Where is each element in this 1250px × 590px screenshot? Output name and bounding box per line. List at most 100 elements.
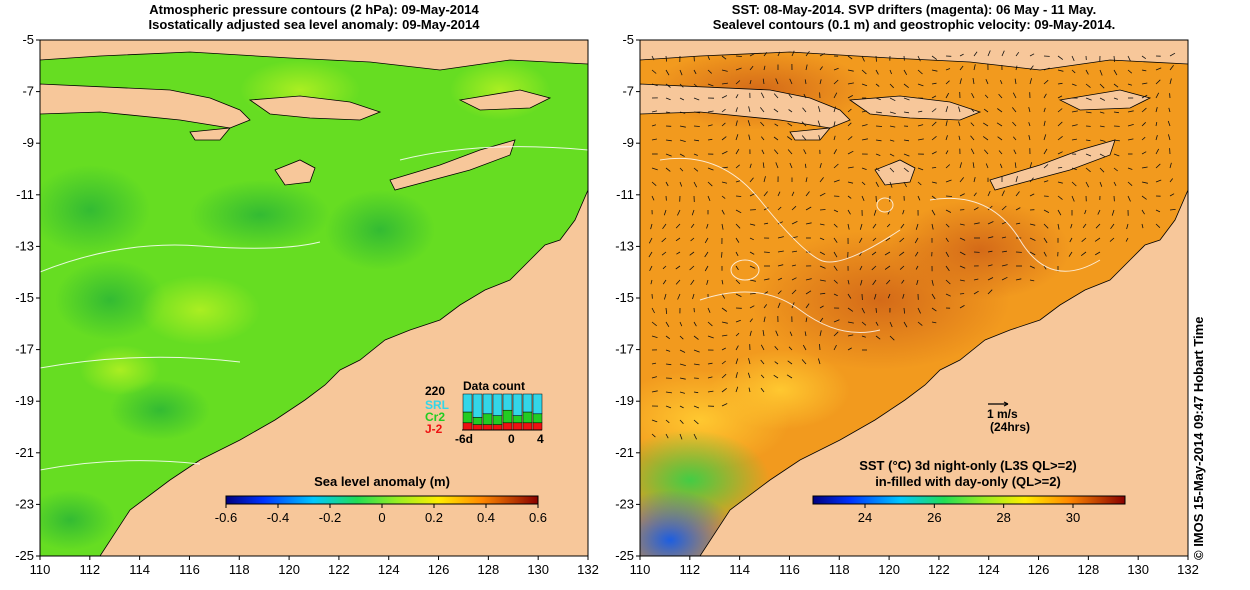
velocity-arrow [861,307,865,314]
velocity-arrow [903,97,910,101]
velocity-arrow [983,108,989,113]
velocity-arrow [916,279,919,286]
velocity-arrow [774,361,779,365]
lat-tick-label: -17 [15,342,34,357]
velocity-arrow [721,195,726,199]
data-count-bar-segment [492,424,503,431]
velocity-arrow [987,250,993,253]
velocity-arrow [721,223,724,230]
velocity-arrow [735,80,741,85]
velocity-arrow [859,265,863,271]
velocity-arrow [1001,250,1007,253]
velocity-arrow [777,206,782,211]
velocity-arrow [721,166,728,169]
velocity-arrow [761,149,765,155]
velocity-arrow [945,150,949,155]
colorbar-tick-label: -0.6 [215,510,237,525]
lat-tick-label: -23 [615,496,634,511]
velocity-arrow [803,149,807,155]
lon-tick-label: 112 [679,562,700,577]
velocity-arrow [679,83,684,88]
velocity-arrow [1141,209,1145,215]
velocity-arrow [1168,107,1171,113]
velocity-arrow [1080,251,1087,257]
velocity-arrow [1099,181,1103,187]
velocity-arrow [899,251,905,256]
velocity-arrow [791,50,795,57]
left-title-line2: Isostatically adjusted sea level anomaly… [148,17,480,32]
velocity-arrow [693,97,700,101]
velocity-arrow [804,79,807,85]
velocity-arrow [748,387,751,393]
sla-colorbar-ramp [225,495,539,505]
velocity-arrow [749,237,754,241]
velocity-arrow [789,78,793,85]
velocity-arrow [998,150,1003,155]
velocity-arrow [959,279,965,282]
velocity-arrow [679,125,686,128]
velocity-arrow [833,293,838,297]
velocity-arrow [1155,223,1161,228]
velocity-arrow [833,163,839,169]
velocity-arrow [1029,193,1035,197]
velocity-arrow [748,106,751,113]
velocity-arrow [987,205,993,211]
velocity-arrow [801,121,807,127]
velocity-arrow [773,136,779,141]
velocity-arrow [721,55,727,60]
velocity-arrow [1071,83,1077,86]
velocity-arrow [861,124,868,127]
velocity-arrow [861,83,868,87]
velocity-arrow [651,110,658,113]
velocity-arrow [1085,111,1092,114]
velocity-arrow [959,223,965,226]
velocity-arrow [982,136,989,141]
velocity-arrow [847,209,851,215]
sla-colorbar: Sea level anomaly (m) -0.6 -0.4 -0.2 0 0.2 0.… [215,474,547,525]
velocity-arrow [693,153,698,156]
velocity-arrow [819,177,824,183]
velocity-arrow [760,121,765,127]
velocity-arrow [1127,110,1134,113]
sst-colorbar-label2: in-filled with day-only (QL>=2) [875,474,1061,489]
velocity-arrow [847,347,852,351]
data-count-bar-segment [472,417,483,425]
velocity-arrow [1001,205,1007,211]
velocity-arrow [760,387,765,393]
velocity-arrow [721,334,728,337]
velocity-arrow [1169,209,1176,211]
velocity-arrow [885,237,891,242]
velocity-arrow [777,290,782,295]
velocity-arrow [931,151,937,155]
velocity-arrow [1141,94,1148,99]
velocity-arrow [889,167,895,173]
velocity-arrow [931,223,934,230]
velocity-arrow [985,163,989,169]
velocity-arrow [871,251,877,256]
velocity-arrow [665,153,672,157]
velocity-arrow [777,277,783,281]
velocity-arrow [1029,177,1034,183]
velocity-arrow [805,303,810,309]
velocity-arrow [721,387,727,393]
velocity-arrow [735,120,738,127]
velocity-arrow [1099,125,1105,128]
velocity-arrow [707,124,713,127]
velocity-arrow [945,106,949,113]
velocity-arrow [1097,209,1101,215]
velocity-arrow [1141,107,1147,113]
right-title-line2: Sealevel contours (0.1 m) and geostrophi… [712,17,1116,32]
velocity-arrow [774,123,779,127]
velocity-arrow [958,135,961,141]
velocity-arrow [1015,51,1020,57]
velocity-arrow [847,122,852,127]
velocity-arrow [889,111,896,114]
data-count-bar-segment [472,424,483,431]
lon-tick-label: 132 [1177,562,1199,577]
legend-cr2: Cr2 [425,410,445,424]
velocity-arrow [884,265,891,270]
velocity-arrow [665,391,672,394]
velocity-arrow [651,69,657,74]
velocity-arrow [707,362,713,365]
velocity-arrow [1169,162,1172,169]
